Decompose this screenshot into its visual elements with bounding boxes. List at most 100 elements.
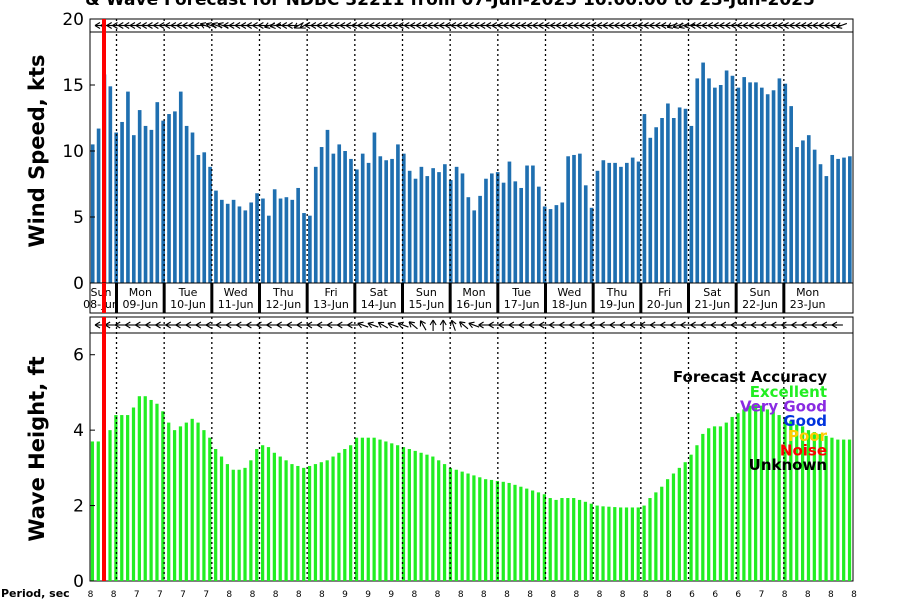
- day-name-label: Tue: [178, 286, 198, 299]
- wind-speed-bar: [490, 173, 494, 283]
- wave-height-bar: [800, 426, 805, 581]
- wave-height-bar: [654, 492, 658, 581]
- legend-item-noise: Noise: [780, 441, 827, 459]
- wind-speed-bar: [460, 173, 465, 283]
- wave-height-bar: [319, 462, 323, 581]
- wave-height-bar: [448, 467, 453, 581]
- wind-speed-bar: [90, 144, 95, 283]
- wind-speed-bar: [372, 132, 377, 283]
- wave-height-bar: [484, 479, 488, 581]
- wind-speed-bar: [308, 215, 312, 283]
- period-value-label: 8: [574, 590, 580, 600]
- legend-item-very-good: Very Good: [740, 398, 827, 416]
- wind-speed-bar: [566, 156, 570, 283]
- wave-direction-arrow: [347, 321, 359, 329]
- chart-title: & Wave Forecast for NDBC 32211 from 07-J…: [85, 0, 815, 10]
- wave-height-bar: [255, 449, 259, 581]
- wind-speed-bar: [795, 147, 799, 283]
- day-name-label: Wed: [557, 286, 581, 299]
- wind-speed-bar: [155, 102, 160, 283]
- wave-height-bar: [384, 441, 388, 581]
- wave-direction-arrow: [236, 321, 248, 329]
- wave-y-axis-label: Wave Height, ft: [25, 356, 49, 541]
- wave-height-bar: [548, 498, 552, 581]
- wave-height-bar: [143, 396, 147, 581]
- wave-height-bar: [660, 486, 664, 581]
- wave-height-bar: [566, 498, 570, 581]
- period-value-label: 7: [134, 590, 140, 600]
- wind-speed-bar: [296, 187, 300, 283]
- wave-direction-arrow: [680, 321, 692, 329]
- wave-height-bar: [278, 456, 282, 581]
- wind-direction-arrow: [684, 22, 696, 29]
- wind-speed-bar: [842, 157, 846, 283]
- wind-speed-bar: [759, 87, 764, 283]
- wind-speed-bar: [220, 199, 224, 283]
- wave-direction-arrow: [710, 321, 722, 329]
- wave-height-bar: [431, 456, 435, 581]
- wave-direction-arrow: [326, 321, 339, 329]
- wave-height-bar: [208, 437, 212, 581]
- wind-y-tick-label: 5: [73, 208, 84, 228]
- wave-direction-arrow: [801, 321, 813, 329]
- wind-speed-bar: [255, 193, 259, 283]
- wave-height-bar: [401, 447, 406, 581]
- wave-height-bar: [413, 450, 417, 581]
- wave-height-bar: [636, 507, 640, 581]
- wave-direction-arrow: [449, 319, 457, 331]
- period-value-label: 8: [88, 590, 94, 600]
- wind-speed-bar: [806, 135, 811, 283]
- wind-speed-bar: [777, 78, 782, 284]
- wind-speed-bar: [613, 162, 617, 283]
- wave-direction-arrow: [649, 321, 662, 329]
- period-value-label: 6: [735, 590, 741, 600]
- wind-speed-bar: [161, 120, 165, 283]
- wind-speed-bar: [730, 75, 735, 283]
- day-boundary-divider: [639, 283, 643, 313]
- wind-speed-panel: 0 5 10 15 20 Wind Speed, kts: [25, 10, 854, 294]
- wave-height-bar: [137, 396, 141, 581]
- day-date-label: 21-Jun: [694, 298, 730, 311]
- wave-height-bar: [771, 411, 775, 581]
- day-date-label: 13-Jun: [313, 298, 349, 311]
- wave-direction-arrow: [276, 321, 288, 329]
- wave-direction-arrow: [811, 321, 823, 329]
- wave-height-bar: [466, 473, 470, 581]
- wave-height-bar: [96, 441, 100, 581]
- day-axis-band: [89, 282, 854, 314]
- wave-direction-arrow: [791, 321, 803, 329]
- wave-direction-arrow: [488, 321, 500, 329]
- wave-height-bar: [824, 435, 828, 581]
- day-date-label: 16-Jun: [456, 298, 492, 311]
- wind-speed-bar: [812, 149, 817, 283]
- period-value-label: 8: [412, 590, 418, 600]
- wave-height-bar: [219, 456, 224, 581]
- day-name-label: Sun: [416, 286, 437, 299]
- wind-speed-bar: [390, 158, 394, 283]
- wave-height-bar: [642, 505, 646, 581]
- wind-speed-bar: [495, 172, 500, 283]
- legend-item-poor: Poor: [788, 427, 828, 445]
- wave-height-bar: [619, 507, 623, 581]
- wave-direction-arrow: [771, 321, 783, 329]
- wave-y-tick-label: 2: [73, 497, 84, 517]
- wind-speed-bar: [478, 195, 482, 283]
- wind-speed-bar: [178, 91, 183, 283]
- legend-item-good: Good: [783, 412, 827, 430]
- wave-direction-arrow: [549, 321, 561, 329]
- day-name-label: Sun: [91, 286, 112, 299]
- wave-direction-arrow: [357, 321, 369, 329]
- wave-y-tick-label: 0: [73, 572, 84, 592]
- wave-height-bar: [425, 454, 429, 581]
- wave-direction-arrow: [337, 321, 349, 329]
- wave-direction-arrow: [145, 321, 157, 329]
- wind-speed-bar: [120, 121, 124, 284]
- wind-speed-bar: [366, 162, 371, 283]
- wave-height-bar: [396, 445, 400, 581]
- wave-height-bar: [272, 452, 276, 581]
- wind-speed-bar: [648, 137, 653, 283]
- wave-height-bar: [513, 484, 517, 581]
- wave-height-bar: [325, 460, 329, 581]
- day-name-label: Thu: [606, 286, 628, 299]
